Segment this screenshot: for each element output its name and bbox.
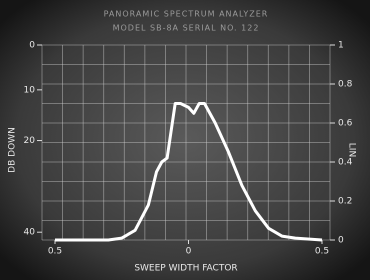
y2-tick-label: 0 [29,41,35,51]
x-tick-label: 0.5 [48,247,62,257]
y-axis-label: LIN [347,143,357,157]
y-tick-label: 0.4 [338,158,353,168]
chart-title: PANORAMIC SPECTRUM ANALYZER [104,10,269,19]
y2-tick-label: 40 [24,228,36,238]
chart-subtitle: MODEL SB-8A SERIAL NO. 122 [113,24,260,33]
x-tick-label: 0 [186,247,192,257]
x-tick-label: 0.5 [315,247,329,257]
y-tick-label: 0.2 [338,197,352,207]
y2-tick-label: 20 [24,136,36,146]
y2-tick-label: 10 [24,85,36,95]
scope-screen: PANORAMIC SPECTRUM ANALYZER MODEL SB-8A … [0,0,370,280]
y-tick-label: 0.8 [338,80,353,90]
y2-axis-label: DB DOWN [8,127,18,173]
x-axis-label: SWEEP WIDTH FACTOR [134,264,237,274]
y-tick-label: 0 [338,236,344,246]
y-tick-label: 0.6 [338,119,353,129]
y-tick-label: 1 [338,41,344,51]
